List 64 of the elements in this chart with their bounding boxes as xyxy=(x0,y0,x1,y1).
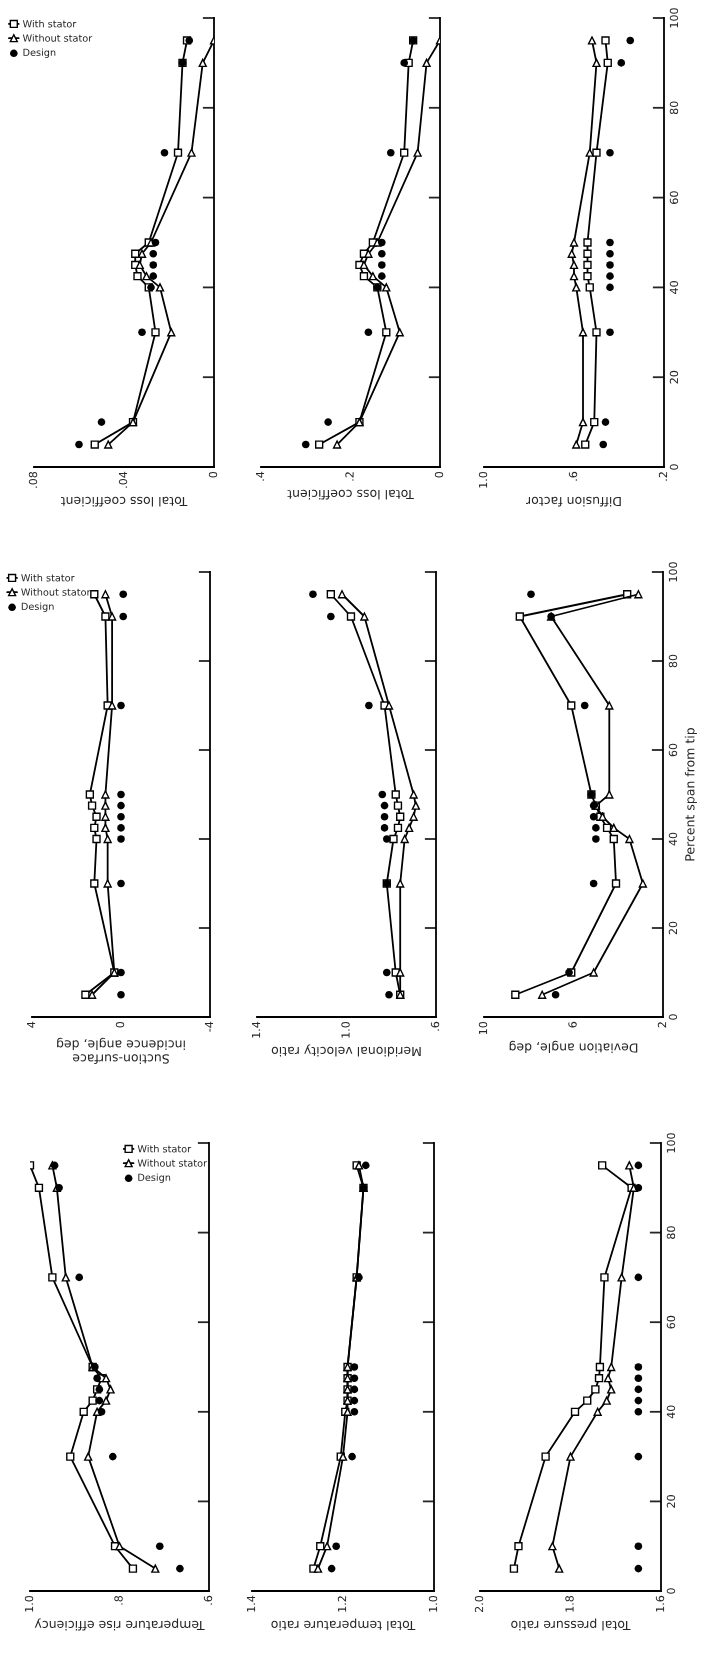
legend-label: Design xyxy=(138,1173,171,1183)
x-axis-title: Total temperature ratio xyxy=(271,1618,416,1631)
x-tick-label: .4 xyxy=(255,471,265,481)
x-tick-label: 1.4 xyxy=(246,1595,256,1612)
y-tick-label: 40 xyxy=(669,281,679,294)
y-tick-label: 80 xyxy=(666,1226,676,1239)
legend-label: With stator xyxy=(137,1144,192,1153)
y-tick-label: 0 xyxy=(669,464,679,470)
y-tick-label: 60 xyxy=(668,743,678,757)
x-tick-label: -4 xyxy=(204,1021,214,1032)
x-axis-title: Deviation angle, deg xyxy=(509,1040,638,1053)
y-axis-title: Percent span from tip xyxy=(684,728,697,861)
legend-label: With stator xyxy=(22,19,77,28)
x-tick-label: 1.4 xyxy=(251,1021,261,1038)
legend-label: Without stator xyxy=(22,34,93,42)
x-tick-label: 1.0 xyxy=(428,1595,438,1612)
x-tick-label: .8 xyxy=(114,1595,123,1605)
legend-label: Design xyxy=(21,602,54,612)
x-tick-label: 4 xyxy=(26,1021,36,1028)
x-tick-label: 1.0 xyxy=(478,471,488,488)
x-tick-label: 10 xyxy=(478,1021,488,1035)
x-tick-label: .08 xyxy=(28,471,38,488)
y-tick-label: 100 xyxy=(666,1133,676,1153)
y-tick-label: 60 xyxy=(666,1315,676,1329)
x-tick-label: 0 xyxy=(434,471,444,478)
x-tick-label: .6 xyxy=(568,471,578,481)
x-tick-label: 1.6 xyxy=(655,1595,665,1612)
y-tick-label: 80 xyxy=(669,101,679,115)
y-tick-label: 0 xyxy=(668,1014,678,1020)
x-axis-title: Total pressure ratio xyxy=(511,1618,631,1631)
legend-label: With stator xyxy=(21,573,75,582)
x-axis-title: Suction-surface incidence angle, deg xyxy=(57,1037,185,1064)
x-tick-label: 0 xyxy=(115,1021,125,1028)
x-tick-label: 0 xyxy=(208,471,218,478)
legend-label: Without stator xyxy=(21,588,91,596)
x-axis-title: Meridional velocity ratio xyxy=(271,1044,421,1057)
x-tick-label: 2.0 xyxy=(474,1595,484,1613)
y-tick-label: 80 xyxy=(668,654,678,668)
legend-label: Design xyxy=(23,48,56,58)
legend-label: Without stator xyxy=(137,1159,208,1167)
x-axis-title: Diffusion factor xyxy=(526,496,621,507)
x-axis-title: Temperature rise efficiency xyxy=(34,1618,205,1631)
y-tick-label: 40 xyxy=(668,832,678,846)
y-tick-label: 20 xyxy=(669,370,679,384)
x-tick-label: 1.0 xyxy=(24,1595,34,1612)
x-tick-label: 2 xyxy=(657,1022,667,1028)
x-tick-label: .6 xyxy=(430,1021,440,1031)
x-tick-label: .2 xyxy=(345,472,354,481)
y-tick-label: 100 xyxy=(668,562,678,582)
x-tick-label: 6 xyxy=(568,1021,577,1028)
x-tick-label: 1.2 xyxy=(337,1596,347,1612)
x-tick-label: .2 xyxy=(658,472,668,481)
y-tick-label: 20 xyxy=(668,921,678,935)
y-tick-label: 60 xyxy=(669,191,679,204)
y-tick-label: 100 xyxy=(669,8,679,28)
y-tick-label: 20 xyxy=(666,1495,676,1508)
x-axis-title: Total loss coefficient xyxy=(287,489,414,500)
y-tick-label: 0 xyxy=(666,1588,676,1594)
x-tick-label: 1.0 xyxy=(341,1021,350,1038)
y-tick-label: 40 xyxy=(666,1405,676,1419)
x-tick-label: .6 xyxy=(203,1595,213,1605)
x-axis-title: Total loss coefficient xyxy=(60,496,188,507)
x-tick-label: 1.8 xyxy=(565,1595,574,1612)
x-tick-label: .04 xyxy=(118,471,128,488)
